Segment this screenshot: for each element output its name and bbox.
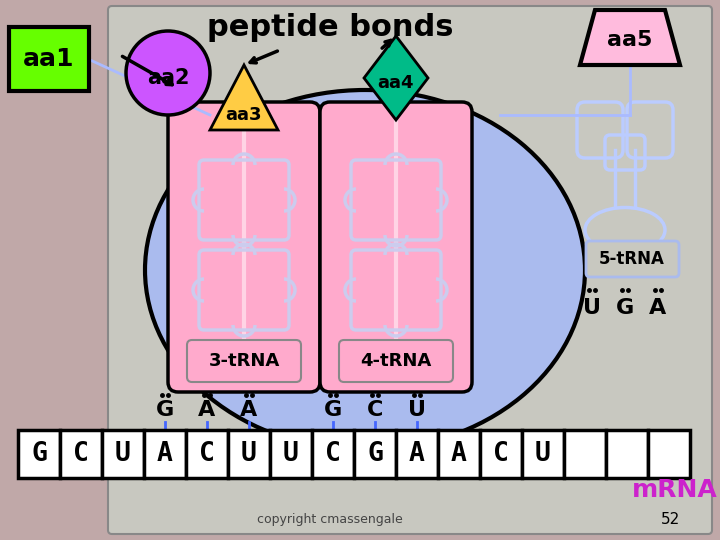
Text: A: A	[240, 400, 258, 420]
Bar	[144, 430, 186, 478]
Text: G: G	[31, 441, 47, 467]
Bar	[102, 430, 144, 478]
Polygon shape	[364, 36, 428, 120]
Text: aa5: aa5	[607, 30, 653, 50]
Bar	[438, 430, 480, 478]
Circle shape	[126, 31, 210, 115]
Text: A: A	[451, 441, 467, 467]
Text: U: U	[115, 441, 131, 467]
Bar	[270, 430, 312, 478]
Text: mRNA: mRNA	[632, 478, 718, 502]
Bar	[60, 430, 102, 478]
Bar	[480, 430, 522, 478]
Text: C: C	[199, 441, 215, 467]
Text: U: U	[283, 441, 299, 467]
Text: A: A	[157, 441, 173, 467]
Bar	[564, 430, 606, 478]
Text: 3-tRNA: 3-tRNA	[208, 352, 279, 370]
Polygon shape	[580, 10, 680, 65]
Bar	[354, 430, 396, 478]
Bar	[228, 430, 270, 478]
Text: aa2: aa2	[147, 68, 189, 88]
Bar	[18, 430, 60, 478]
Text: C: C	[73, 441, 89, 467]
Polygon shape	[210, 65, 278, 130]
Bar	[648, 430, 690, 478]
Bar	[606, 430, 648, 478]
FancyBboxPatch shape	[586, 241, 679, 277]
Bar	[522, 430, 564, 478]
Bar	[312, 430, 354, 478]
FancyBboxPatch shape	[320, 102, 472, 392]
Text: G: G	[156, 400, 174, 420]
Text: A: A	[649, 298, 667, 318]
FancyBboxPatch shape	[187, 340, 301, 382]
FancyBboxPatch shape	[339, 340, 453, 382]
Text: U: U	[241, 441, 257, 467]
FancyBboxPatch shape	[108, 6, 712, 534]
Text: peptide bonds: peptide bonds	[207, 14, 454, 43]
Text: U: U	[535, 441, 551, 467]
Text: U: U	[583, 298, 601, 318]
Text: U: U	[408, 400, 426, 420]
Text: aa1: aa1	[23, 47, 75, 71]
FancyBboxPatch shape	[168, 102, 320, 392]
Text: C: C	[366, 400, 383, 420]
Text: 52: 52	[660, 512, 680, 528]
Text: copyright cmassengale: copyright cmassengale	[257, 514, 403, 526]
Text: A: A	[199, 400, 215, 420]
Text: A: A	[409, 441, 425, 467]
Text: C: C	[325, 441, 341, 467]
Text: 4-tRNA: 4-tRNA	[361, 352, 431, 370]
Text: G: G	[324, 400, 342, 420]
Text: aa3: aa3	[226, 106, 262, 124]
Ellipse shape	[145, 90, 585, 450]
Text: aa4: aa4	[378, 74, 414, 92]
Bar	[396, 430, 438, 478]
Bar	[186, 430, 228, 478]
Text: G: G	[616, 298, 634, 318]
FancyBboxPatch shape	[9, 27, 89, 91]
Text: C: C	[493, 441, 509, 467]
Text: 5-tRNA: 5-tRNA	[599, 250, 665, 268]
Text: G: G	[367, 441, 383, 467]
